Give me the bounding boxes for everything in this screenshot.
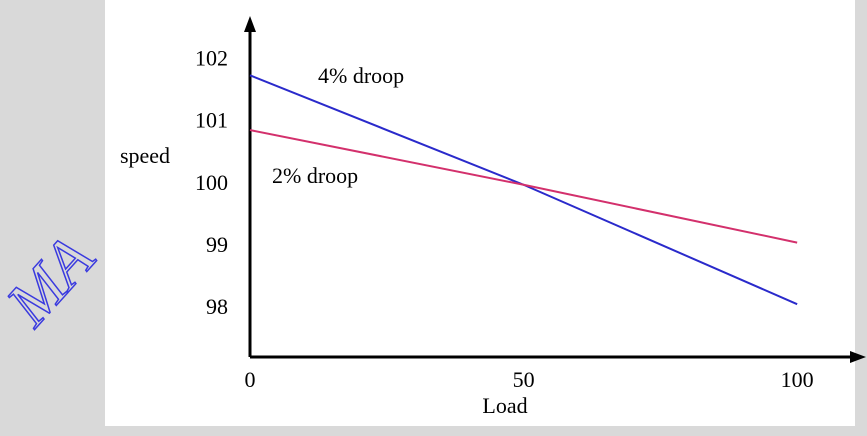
plot-background — [105, 0, 855, 426]
x-tick-label: 0 — [245, 367, 256, 392]
series-line — [249, 129, 798, 244]
y-axis-label: speed — [120, 143, 170, 168]
y-tick-label: 102 — [195, 45, 228, 70]
y-tick-label: 99 — [206, 232, 228, 257]
y-tick-label: 101 — [195, 108, 228, 133]
x-tick-label: 50 — [513, 367, 535, 392]
watermark: MA — [0, 222, 108, 340]
series-label: 2% droop — [272, 163, 358, 188]
x-axis-label: Load — [482, 393, 527, 418]
series-label: 4% droop — [318, 63, 404, 88]
y-tick-label: 100 — [195, 170, 228, 195]
x-axis-arrow — [850, 351, 866, 363]
y-axis-arrow — [244, 16, 256, 32]
y-tick-label: 98 — [206, 294, 228, 319]
x-tick-label: 100 — [781, 367, 814, 392]
